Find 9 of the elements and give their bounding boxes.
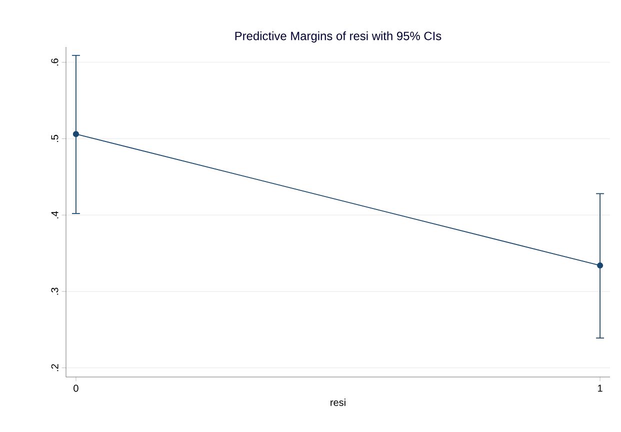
y-tick-label: .3 <box>51 288 58 295</box>
y-tick-label: .4 <box>51 211 58 218</box>
y-tick-label: .5 <box>51 134 58 142</box>
chart-title: Predictive Margins of resi with 95% CIs <box>235 31 442 43</box>
y-tick-label: .2 <box>51 364 58 372</box>
y-tick-label: .6 <box>51 58 58 66</box>
x-axis-title: resi <box>330 398 346 406</box>
x-tick-label: 0 <box>74 384 78 392</box>
x-tick-label: 1 <box>598 384 602 392</box>
